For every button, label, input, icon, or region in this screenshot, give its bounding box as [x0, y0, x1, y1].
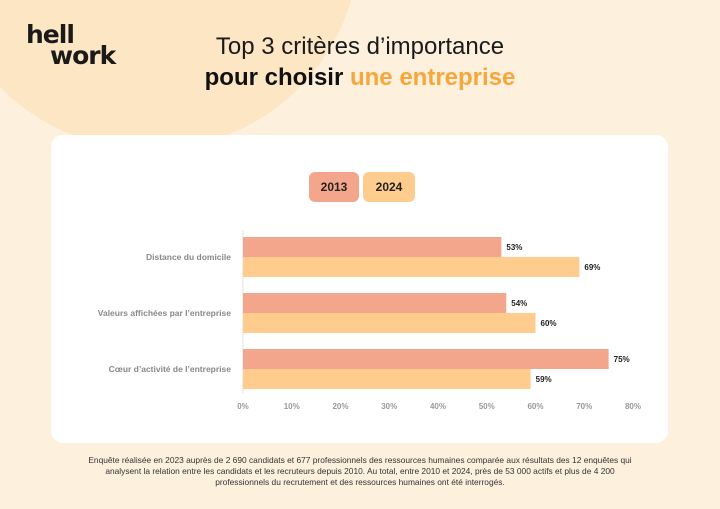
value-label: 69%: [584, 263, 600, 272]
value-label: 60%: [541, 319, 557, 328]
x-tick-label: 50%: [479, 402, 495, 411]
chart-title-line-1: Top 3 critères d’importance: [215, 33, 505, 60]
hellowork-logo: hell work: [26, 20, 136, 70]
x-tick-label: 70%: [576, 402, 592, 411]
legend-2013[interactable]: 2013: [309, 172, 359, 202]
bar-2013: [243, 293, 507, 313]
x-tick-label: 60%: [527, 402, 543, 411]
value-label: 59%: [536, 375, 552, 384]
bar-2024: [243, 257, 580, 277]
value-label: 54%: [511, 299, 527, 308]
x-tick-label: 10%: [284, 402, 300, 411]
x-tick-label: 80%: [625, 402, 641, 411]
survey-footnote: Enquête réalisée en 2023 auprès de 2 690…: [88, 455, 632, 487]
x-tick-label: 30%: [381, 402, 397, 411]
title-bold-part: pour choisir: [204, 64, 344, 91]
category-label: Distance du domicile: [146, 252, 231, 262]
x-tick-label: 40%: [430, 402, 446, 411]
logo-line-2: work: [50, 41, 116, 70]
x-tick-label: 20%: [332, 402, 348, 411]
x-tick-label: 0%: [237, 402, 249, 411]
title-accent-part: une entreprise: [349, 64, 516, 91]
legend-2024[interactable]: 2024: [363, 172, 415, 202]
bar-2013: [243, 349, 609, 369]
bar-2013: [243, 237, 502, 257]
bar-2024: [243, 369, 531, 389]
value-label: 75%: [614, 355, 630, 364]
value-label: 53%: [506, 243, 522, 252]
category-label: Cœur d’activité de l’entreprise: [109, 364, 232, 374]
chart-card: [51, 135, 668, 443]
chart-title-line-2: pour choisir une entreprise: [140, 64, 580, 92]
bar-2024: [243, 313, 536, 333]
logo-line-1: hell: [26, 20, 75, 49]
category-label: Valeurs affichées par l’entreprise: [98, 308, 232, 318]
